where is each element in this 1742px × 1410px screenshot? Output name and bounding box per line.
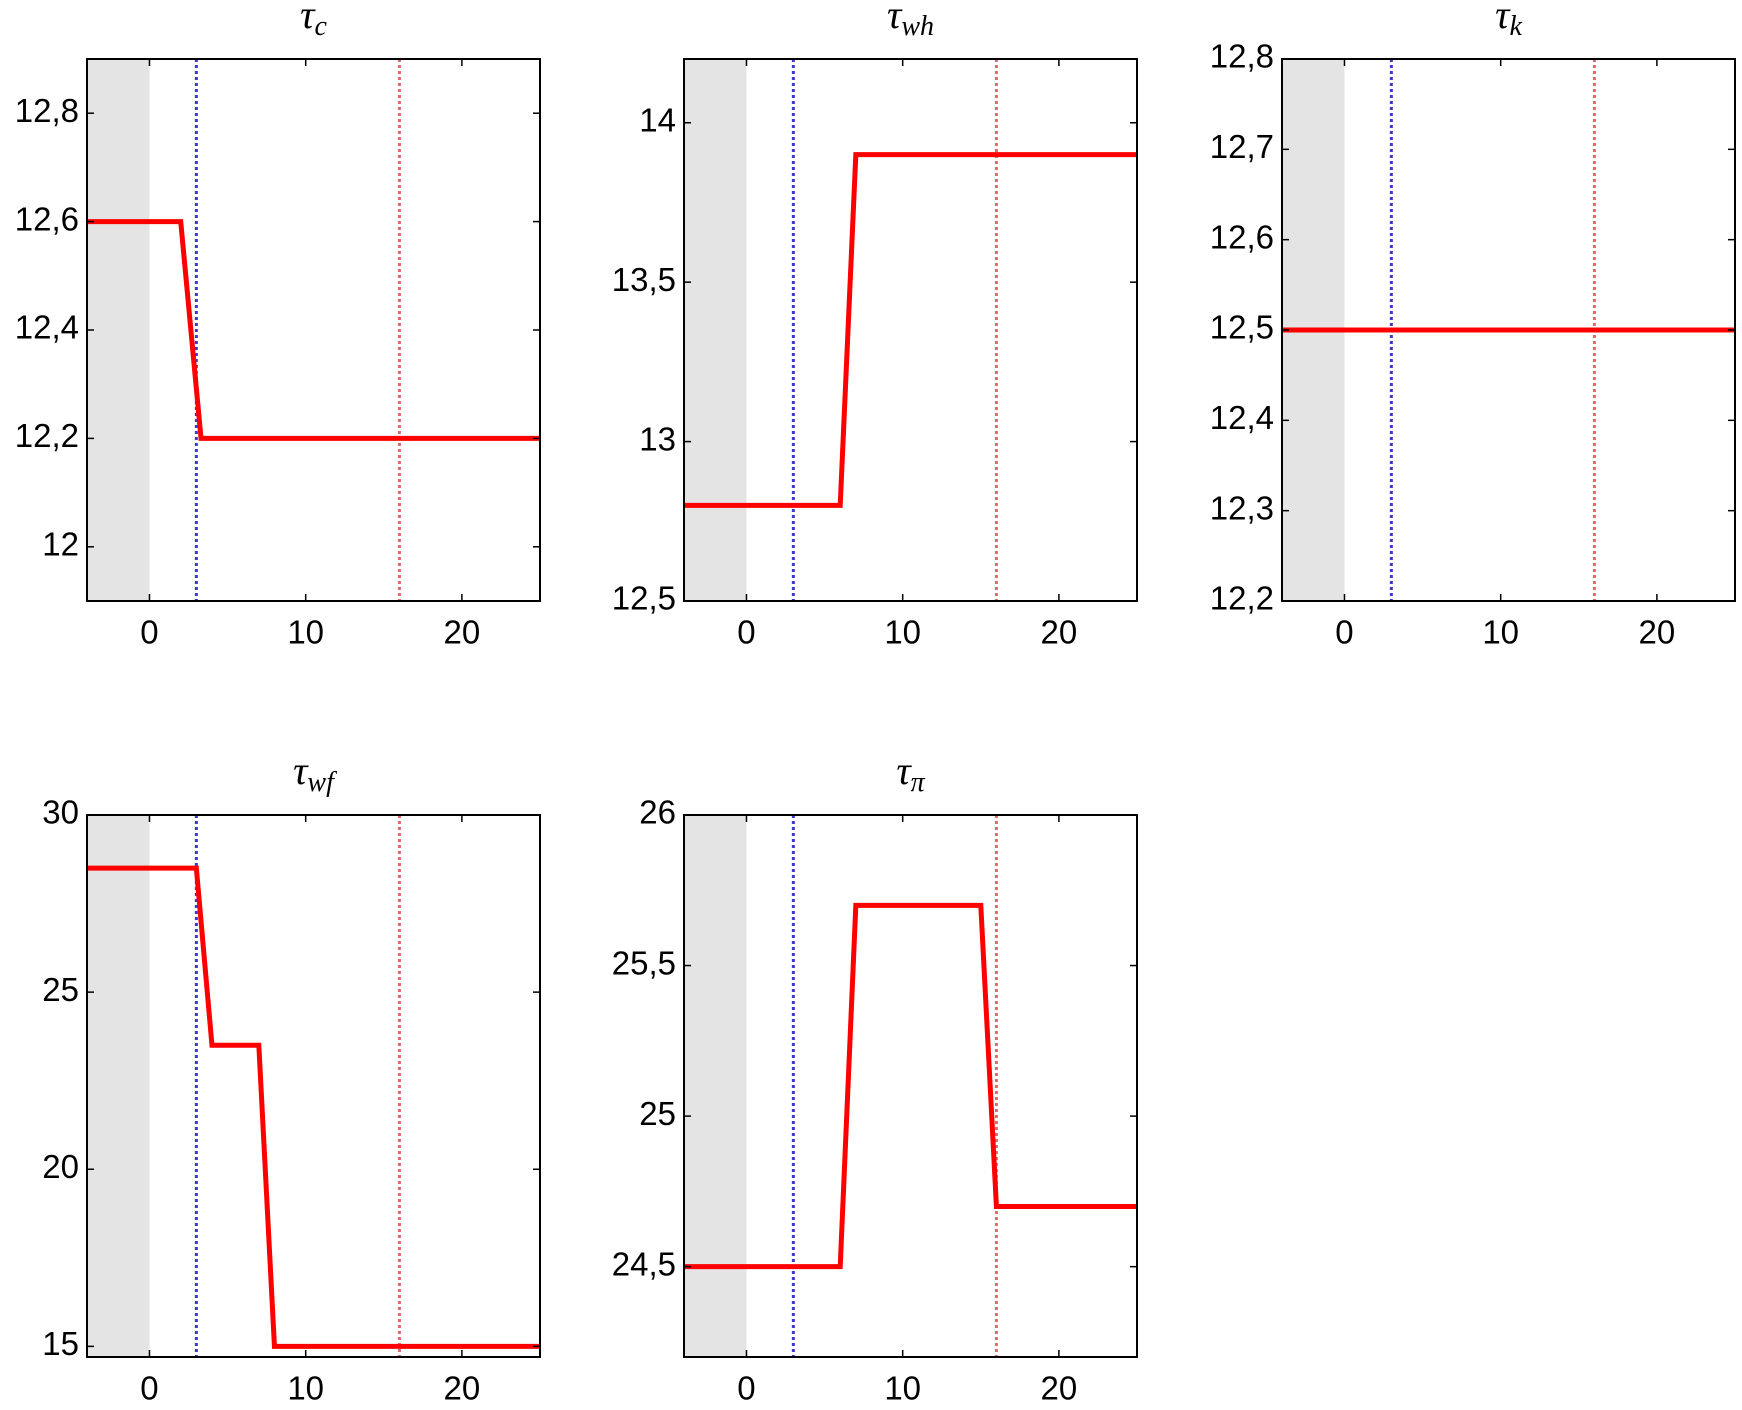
data-line (684, 152, 1137, 508)
chart: 12,5 13 13,5 14 0 10 20 τwh (612, 0, 1138, 651)
y-tick-label: 13 (639, 420, 676, 457)
y-tick-label: 12,8 (15, 92, 79, 129)
y-tick-label: 12,3 (1210, 489, 1274, 526)
data-line (684, 902, 1137, 1270)
x-tick-label: 10 (884, 614, 921, 651)
title-subscript: k (1509, 11, 1522, 42)
chart: 12,2 12,3 12,4 12,5 12,6 12,7 12,8 0 10 20 τk (1210, 0, 1736, 651)
y-tick-label: 25 (42, 971, 79, 1008)
y-tick-label: 12,6 (1210, 218, 1274, 255)
x-tick-label: 0 (737, 614, 755, 651)
plot-frame (86, 58, 541, 602)
y-tick-label: 26 (639, 794, 676, 831)
shaded-region (684, 59, 747, 601)
x-tick-label: 20 (444, 614, 481, 651)
x-tick-label: 0 (737, 1370, 755, 1407)
chart-title: τc (300, 0, 327, 42)
y-tick-label: 25 (639, 1095, 676, 1132)
plot-frame (86, 814, 541, 1358)
x-tick-label: 10 (287, 1370, 324, 1407)
chart-title: τwf (293, 748, 337, 798)
title-subscript: π (911, 767, 926, 798)
data-line (87, 219, 540, 441)
chart: 15 20 25 30 0 10 20 τwf (42, 748, 541, 1407)
title-subscript: wf (307, 767, 337, 798)
title-symbol: τ (887, 0, 903, 37)
x-tick-label: 0 (1335, 614, 1353, 651)
y-tick-label: 15 (42, 1325, 79, 1362)
x-tick-label: 20 (1639, 614, 1676, 651)
shaded-region (87, 59, 150, 601)
y-tick-label: 13,5 (612, 261, 676, 298)
y-tick-label: 30 (42, 794, 79, 831)
shaded-region (87, 815, 150, 1357)
y-tick-label: 12,5 (1210, 309, 1274, 346)
x-tick-label: 20 (1041, 1370, 1078, 1407)
chart-title: τπ (896, 748, 925, 798)
plot-frame (683, 814, 1138, 1358)
title-symbol: τ (300, 0, 316, 37)
title-symbol: τ (1495, 0, 1511, 37)
x-tick-label: 20 (444, 1370, 481, 1407)
y-tick-label: 14 (639, 101, 676, 138)
y-tick-label: 12,2 (1210, 580, 1274, 617)
chart: 24,5 25 25,5 26 0 10 20 τπ (612, 748, 1138, 1407)
data-line (87, 865, 540, 1349)
y-tick-label: 12,6 (15, 200, 79, 237)
title-symbol: τ (896, 748, 912, 793)
x-tick-label: 20 (1041, 614, 1078, 651)
x-tick-label: 10 (884, 1370, 921, 1407)
x-tick-label: 0 (140, 1370, 158, 1407)
y-tick-label: 12,2 (15, 417, 79, 454)
y-tick-label: 12 (42, 526, 79, 563)
chart: 12 12,2 12,4 12,6 12,8 0 10 20 τc (15, 0, 541, 651)
title-symbol: τ (293, 748, 309, 793)
x-tick-label: 10 (287, 614, 324, 651)
x-tick-label: 10 (1482, 614, 1519, 651)
shaded-region (684, 815, 747, 1357)
x-tick-label: 0 (140, 614, 158, 651)
y-tick-label: 12,4 (1210, 399, 1274, 436)
y-tick-label: 12,8 (1210, 38, 1274, 75)
y-tick-label: 20 (42, 1148, 79, 1185)
chart-title: τwh (887, 0, 934, 42)
y-tick-label: 24,5 (612, 1245, 676, 1282)
chart-title: τk (1495, 0, 1522, 42)
y-tick-label: 12,5 (612, 580, 676, 617)
y-tick-label: 25,5 (612, 944, 676, 981)
title-subscript: c (314, 11, 327, 42)
y-tick-label: 12,4 (15, 309, 79, 346)
y-tick-label: 12,7 (1210, 128, 1274, 165)
title-subscript: wh (901, 11, 934, 42)
plot-frame (683, 58, 1138, 602)
